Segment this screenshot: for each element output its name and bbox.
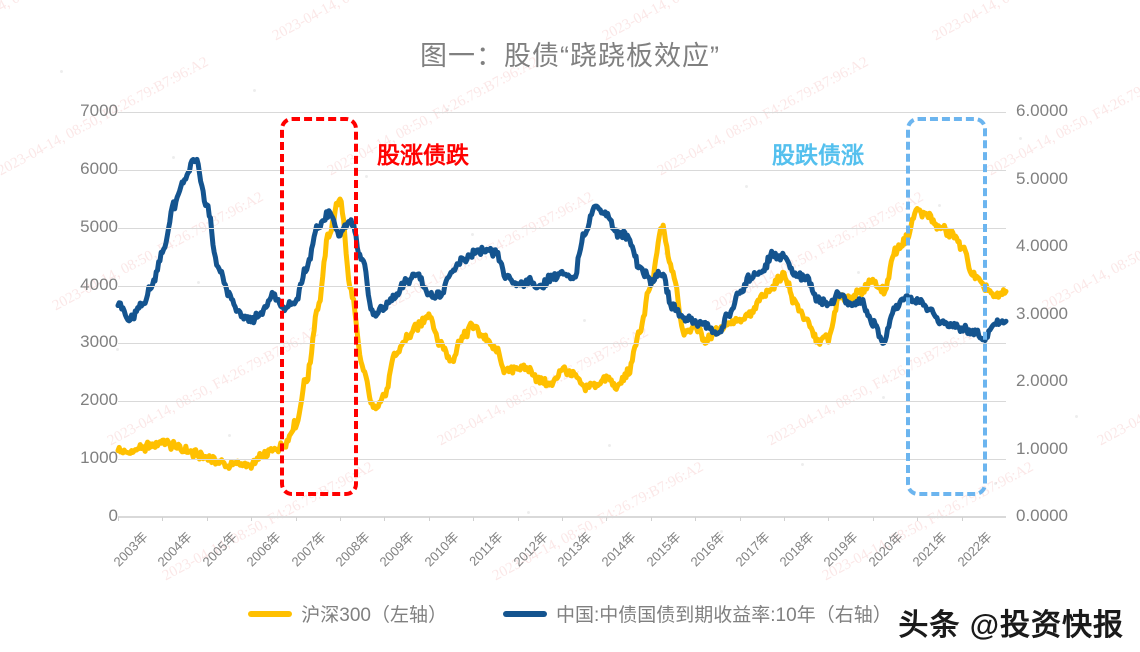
x-tick [562, 517, 563, 521]
y-axis-left-tick-label: 2000 [80, 390, 118, 410]
watermark-dot [446, 108, 449, 111]
y-axis-left-tick-label: 7000 [80, 101, 118, 120]
gridline [118, 112, 1006, 113]
watermark-dot [1019, 137, 1022, 140]
y-axis-left-tick-label: 0 [108, 506, 118, 525]
legend-item-csi300[interactable]: 沪深300（左轴） [248, 600, 447, 627]
page-title: 图一：股债“跷跷板效应” [420, 41, 720, 71]
x-tick [695, 517, 697, 521]
annotation-label-stocks-down-bonds-up: 股跌债涨 [772, 142, 864, 168]
gridline [118, 343, 1006, 345]
x-tick [206, 517, 208, 521]
x-tick [428, 517, 430, 521]
legend-swatch-icon [248, 610, 293, 617]
watermark-dot [253, 89, 256, 92]
x-tick [828, 517, 830, 521]
y-axis-left-tick-label: 5000 [80, 216, 118, 236]
series-line-csi300 [115, 196, 1009, 471]
y-axis-right-tick-label: 1.0000 [1016, 438, 1068, 458]
x-tick [162, 517, 164, 521]
gridline [118, 169, 1006, 171]
x-tick [295, 517, 297, 521]
y-axis-right-tick-label: 5.0000 [1016, 168, 1068, 188]
legend-label: 中国:中债国债到期收益率:10年（右轴） [556, 605, 892, 626]
x-tick [517, 517, 519, 521]
gridline [118, 401, 1006, 403]
legend-item-bond-yield[interactable]: 中国:中债国债到期收益率:10年（右轴） [503, 600, 892, 627]
annotation-box-stocks-up-bonds-down [280, 117, 358, 496]
y-axis-left-tick-label: 4000 [80, 274, 118, 294]
x-tick [251, 517, 253, 521]
y-axis-right-tick-label: 6.0000 [1016, 101, 1068, 120]
x-tick [917, 517, 919, 521]
x-tick [650, 517, 652, 521]
x-tick [340, 517, 341, 521]
x-tick [473, 517, 475, 521]
x-axis-baseline [118, 516, 1006, 517]
y-axis-right-tick-label: 2.0000 [1016, 371, 1068, 390]
y-axis-left-tick-label: 1000 [80, 448, 118, 468]
series-canvas [115, 156, 1009, 471]
y-axis-left-tick-label: 3000 [80, 332, 118, 352]
y-axis-right-tick-label: 4.0000 [1016, 236, 1068, 255]
gridline [118, 459, 1006, 461]
x-tick [606, 517, 608, 521]
y-axis-left-tick-label: 6000 [80, 158, 118, 178]
x-tick [872, 517, 874, 521]
brand-watermark: 头条 @投资快报 [898, 609, 1124, 642]
x-tick [961, 517, 963, 521]
x-tick [384, 517, 386, 521]
annotation-box-stocks-down-bonds-up [906, 117, 987, 496]
annotation-label-stocks-up-bonds-down: 股涨债跌 [377, 142, 469, 168]
chart-legend: 沪深300（左轴） 中国:中债国债到期收益率:10年（右轴） [0, 600, 1140, 627]
x-tick [118, 517, 119, 521]
y-axis-right-tick-label: 3.0000 [1016, 303, 1068, 323]
legend-swatch-icon [503, 610, 547, 617]
series-line-bond-yield [115, 156, 1009, 346]
gridline [118, 285, 1006, 287]
watermark-dot [1075, 415, 1078, 418]
plot-area [115, 112, 1009, 521]
x-tick [784, 517, 785, 521]
legend-label: 沪深300（左轴） [301, 605, 447, 626]
gridline [118, 227, 1006, 229]
x-tick [739, 517, 741, 521]
y-axis-right-tick-label: 0.0000 [1016, 506, 1068, 525]
